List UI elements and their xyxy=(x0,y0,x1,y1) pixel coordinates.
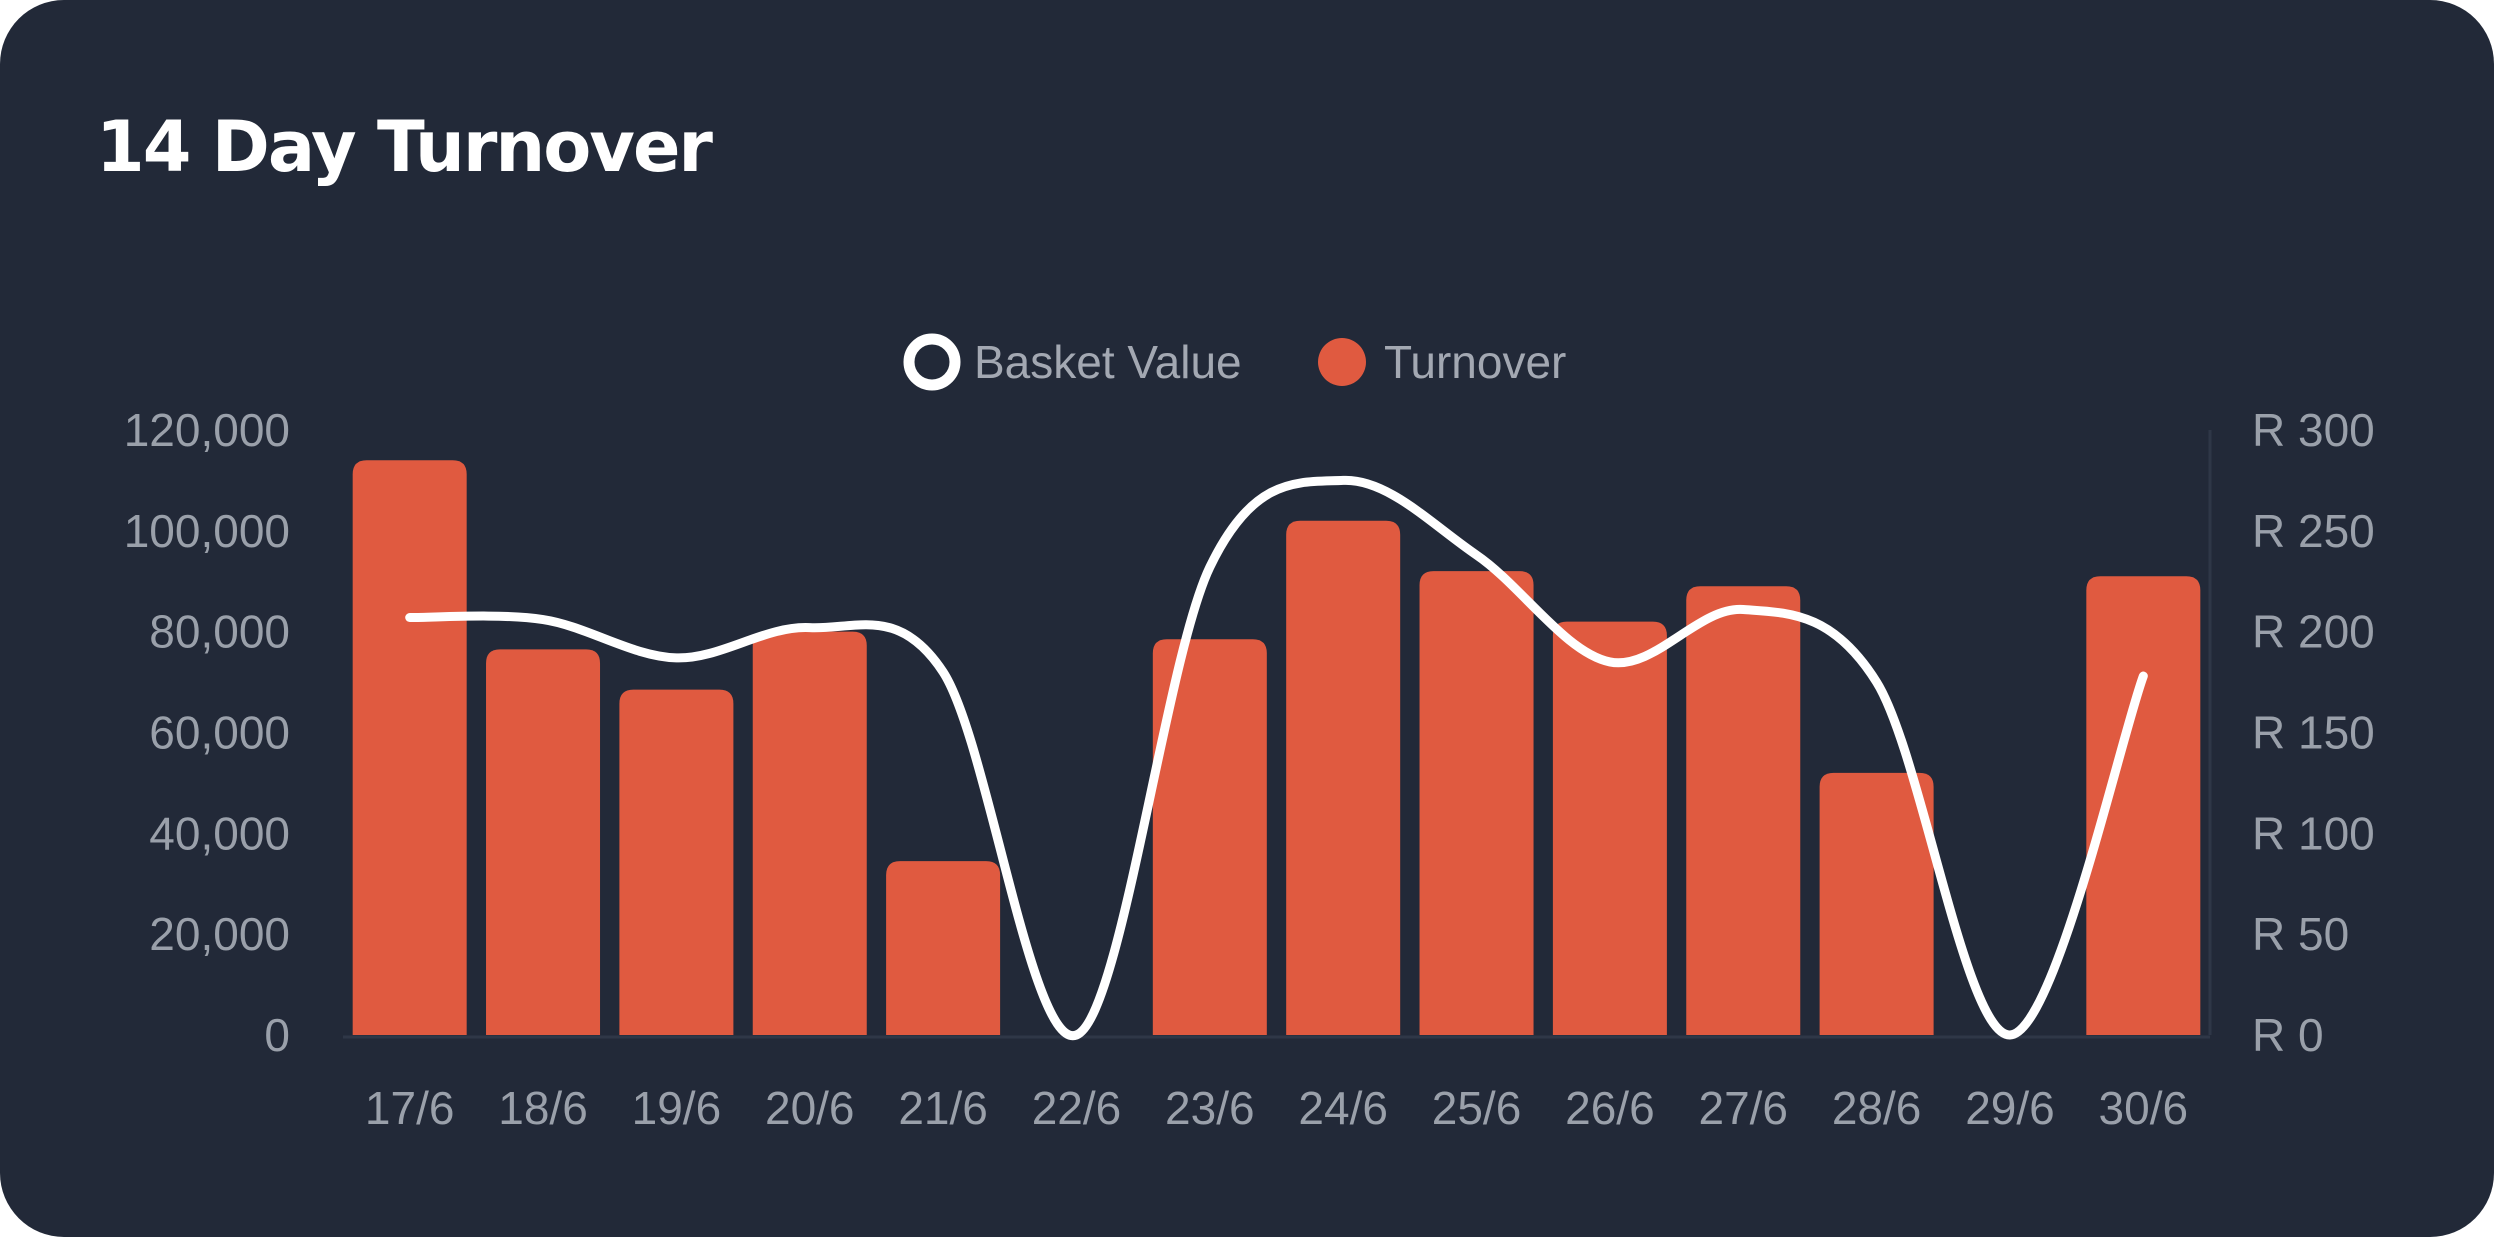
left-axis-tick-label: 20,000 xyxy=(149,908,290,960)
right-axis-tick-label: R 150 xyxy=(2252,707,2375,759)
basket-value-line xyxy=(405,475,2148,1040)
turnover-bar xyxy=(352,460,467,1035)
x-axis-tick-label: 23/6 xyxy=(1165,1082,1255,1134)
left-axis-tick-label: 0 xyxy=(264,1009,290,1061)
turnover-bar xyxy=(752,631,867,1035)
turnover-bar xyxy=(486,649,601,1035)
legend-turnover-label: Turnover xyxy=(1384,336,1566,388)
legend-basket-value-label: Basket Value xyxy=(974,336,1242,388)
x-axis-tick-label: 26/6 xyxy=(1565,1082,1655,1134)
left-axis-tick-label: 60,000 xyxy=(149,707,290,759)
x-axis-tick-label: 20/6 xyxy=(765,1082,855,1134)
legend-basket-value-marker xyxy=(903,333,961,391)
x-axis-tick-label: 30/6 xyxy=(2099,1082,2189,1134)
x-axis-tick-label: 29/6 xyxy=(1965,1082,2055,1134)
left-axis-tick-label: 120,000 xyxy=(124,404,290,456)
turnover-bar xyxy=(1819,772,1934,1035)
right-axis-tick-label: R 300 xyxy=(2252,404,2375,456)
left-axis-tick-label: 40,000 xyxy=(149,807,290,859)
right-axis-tick-label: R 200 xyxy=(2252,606,2375,658)
x-axis-tick-label: 19/6 xyxy=(632,1082,722,1134)
turnover-bar xyxy=(2086,576,2201,1035)
x-axis-tick-label: 21/6 xyxy=(898,1082,988,1134)
x-axis-tick-label: 17/6 xyxy=(365,1082,455,1134)
right-axis-tick-label: R 250 xyxy=(2252,505,2375,557)
left-axis-tick-label: 100,000 xyxy=(124,505,290,557)
turnover-bar xyxy=(1286,520,1401,1035)
turnover-bar xyxy=(1552,621,1667,1035)
x-axis-tick-label: 25/6 xyxy=(1432,1082,1522,1134)
turnover-bar xyxy=(1419,571,1534,1035)
legend-turnover-marker xyxy=(1318,338,1366,386)
x-axis-tick-label: 27/6 xyxy=(1698,1082,1788,1134)
x-axis-tick-label: 22/6 xyxy=(1032,1082,1122,1134)
turnover-bar xyxy=(1152,639,1267,1035)
turnover-bar xyxy=(619,689,734,1035)
x-axis-tick-label: 24/6 xyxy=(1298,1082,1388,1134)
right-axis-tick-label: R 100 xyxy=(2252,807,2375,859)
right-axis-tick-label: R 50 xyxy=(2252,908,2349,960)
x-axis-tick-label: 28/6 xyxy=(1832,1082,1922,1134)
chart-title: 14 Day Turnover xyxy=(96,106,713,188)
turnover-bar xyxy=(1686,586,1801,1035)
left-axis-tick-label: 80,000 xyxy=(149,606,290,658)
right-axis-tick-label: R 0 xyxy=(2252,1009,2324,1061)
turnover-bar xyxy=(886,861,1001,1035)
x-axis-tick-label: 18/6 xyxy=(498,1082,588,1134)
